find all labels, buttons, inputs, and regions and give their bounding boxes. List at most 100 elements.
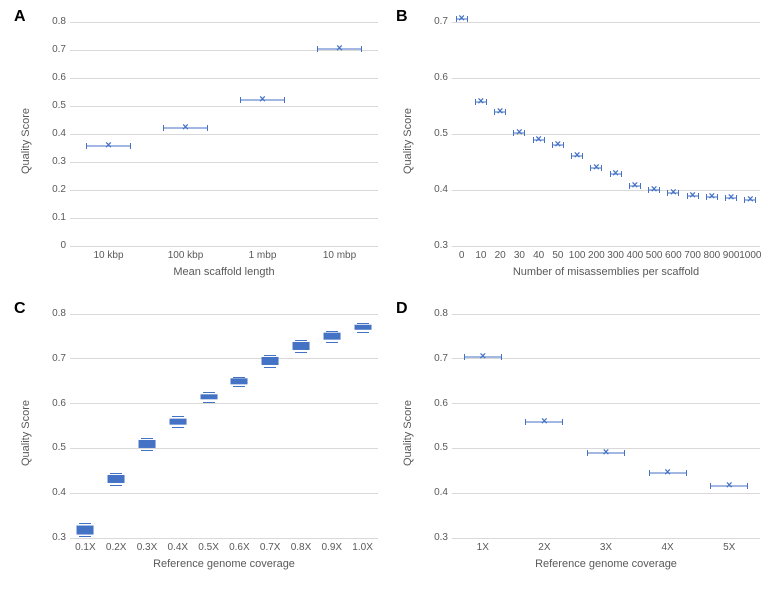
y-tick-label: 0 bbox=[60, 240, 66, 251]
x-error-cap bbox=[513, 130, 514, 136]
x-error-cap bbox=[624, 450, 625, 456]
x-error-cap bbox=[505, 109, 506, 115]
gridline bbox=[70, 448, 378, 449]
data-marker: × bbox=[603, 447, 609, 458]
panel-label-c: C bbox=[14, 300, 26, 318]
y-tick-label: 0.4 bbox=[52, 487, 66, 498]
x-tick-label: 1 mbp bbox=[243, 250, 283, 261]
plot-area: ××××× bbox=[452, 314, 760, 538]
x-error-cap bbox=[698, 193, 699, 199]
y-tick-label: 0.8 bbox=[52, 308, 66, 319]
x-error-cap bbox=[582, 153, 583, 159]
whisker bbox=[172, 416, 184, 417]
box bbox=[323, 333, 340, 340]
whisker bbox=[295, 340, 307, 341]
gridline bbox=[452, 134, 760, 135]
figure-grid: A××××00.10.20.30.40.50.60.70.8Quality Sc… bbox=[0, 0, 778, 593]
gridline bbox=[70, 106, 378, 107]
y-tick-label: 0.6 bbox=[52, 398, 66, 409]
x-tick-label: 1.0X bbox=[343, 542, 383, 553]
x-error-cap bbox=[533, 137, 534, 143]
gridline bbox=[70, 134, 378, 135]
data-marker: × bbox=[259, 95, 265, 106]
data-marker: × bbox=[516, 127, 522, 138]
data-marker: × bbox=[478, 96, 484, 107]
x-error-cap bbox=[464, 354, 465, 360]
x-error-cap bbox=[130, 143, 131, 149]
y-tick-label: 0.4 bbox=[52, 128, 66, 139]
whisker bbox=[110, 485, 122, 486]
x-error-cap bbox=[361, 46, 362, 52]
gridline bbox=[452, 246, 760, 247]
x-error-cap bbox=[590, 165, 591, 171]
y-axis-label: Quality Score bbox=[402, 94, 414, 174]
x-axis-label: Mean scaffold length bbox=[70, 266, 378, 278]
data-marker: × bbox=[612, 169, 618, 180]
data-marker: × bbox=[541, 417, 547, 428]
y-tick-label: 0.7 bbox=[52, 353, 66, 364]
whisker bbox=[141, 450, 153, 451]
x-error-cap bbox=[240, 97, 241, 103]
x-error-cap bbox=[284, 97, 285, 103]
gridline bbox=[70, 218, 378, 219]
x-error-cap bbox=[207, 125, 208, 131]
x-tick-label: 4X bbox=[648, 542, 688, 553]
x-error-cap bbox=[610, 171, 611, 177]
whisker bbox=[110, 473, 122, 474]
gridline bbox=[70, 22, 378, 23]
data-marker: × bbox=[632, 180, 638, 191]
whisker bbox=[357, 332, 369, 333]
gridline bbox=[452, 538, 760, 539]
y-tick-label: 0.3 bbox=[52, 156, 66, 167]
x-error-cap bbox=[736, 195, 737, 201]
gridline bbox=[452, 22, 760, 23]
y-tick-label: 0.6 bbox=[434, 72, 448, 83]
gridline bbox=[70, 190, 378, 191]
x-error-cap bbox=[659, 187, 660, 193]
x-error-cap bbox=[755, 197, 756, 203]
x-error-cap bbox=[710, 483, 711, 489]
data-marker: × bbox=[480, 351, 486, 362]
y-tick-label: 0.7 bbox=[434, 16, 448, 27]
y-tick-label: 0.5 bbox=[434, 128, 448, 139]
gridline bbox=[452, 403, 760, 404]
y-tick-label: 0.8 bbox=[52, 16, 66, 27]
whisker bbox=[295, 352, 307, 353]
box bbox=[293, 342, 310, 350]
y-axis-label: Quality Score bbox=[402, 386, 414, 466]
box bbox=[108, 475, 125, 483]
gridline bbox=[70, 162, 378, 163]
y-tick-label: 0.5 bbox=[52, 442, 66, 453]
y-tick-label: 0.4 bbox=[434, 184, 448, 195]
box bbox=[354, 325, 371, 329]
box bbox=[139, 440, 156, 448]
gridline bbox=[70, 246, 378, 247]
panel-label-b: B bbox=[396, 8, 408, 26]
y-tick-label: 0.3 bbox=[52, 532, 66, 543]
x-error-cap bbox=[475, 99, 476, 105]
x-error-cap bbox=[571, 153, 572, 159]
whisker bbox=[203, 402, 215, 403]
gridline bbox=[70, 403, 378, 404]
gridline bbox=[70, 538, 378, 539]
data-marker: × bbox=[497, 106, 503, 117]
x-error-cap bbox=[667, 190, 668, 196]
panel-label-a: A bbox=[14, 8, 26, 26]
data-marker: × bbox=[747, 195, 753, 206]
whisker bbox=[264, 367, 276, 368]
gridline bbox=[452, 78, 760, 79]
y-tick-label: 0.6 bbox=[434, 398, 448, 409]
y-tick-label: 0.6 bbox=[52, 72, 66, 83]
x-error-cap bbox=[163, 125, 164, 131]
x-tick-label: 1X bbox=[463, 542, 503, 553]
data-marker: × bbox=[651, 185, 657, 196]
x-axis-label: Number of misassemblies per scaffold bbox=[452, 266, 760, 278]
x-error-cap bbox=[725, 195, 726, 201]
y-tick-label: 0.8 bbox=[434, 308, 448, 319]
box bbox=[262, 357, 279, 365]
data-marker: × bbox=[458, 14, 464, 25]
plot-area bbox=[70, 314, 378, 538]
whisker bbox=[264, 355, 276, 356]
whisker bbox=[233, 377, 245, 378]
gridline bbox=[452, 314, 760, 315]
